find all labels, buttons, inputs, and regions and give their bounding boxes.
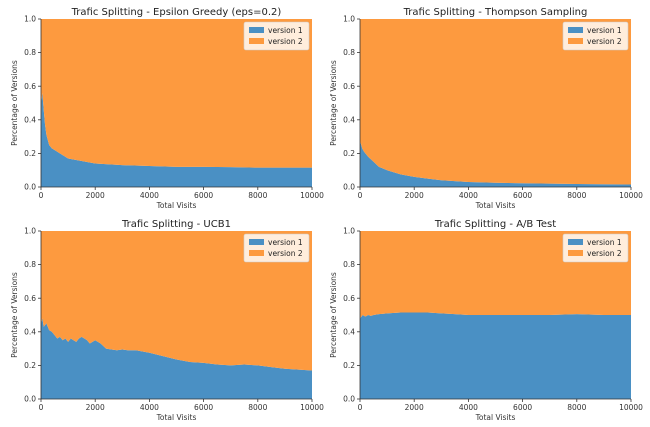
legend-label: version 1 xyxy=(268,238,303,247)
x-tick-label: 0 xyxy=(39,403,44,412)
x-axis-label: Total Visits xyxy=(156,413,197,422)
y-tick-label: 0.2 xyxy=(24,361,36,370)
x-tick-label: 8000 xyxy=(248,403,267,412)
legend-label: version 2 xyxy=(587,249,622,258)
x-tick-label: 4000 xyxy=(459,191,478,200)
x-tick-label: 10000 xyxy=(619,191,643,200)
chart-title: Trafic Splitting - Epsilon Greedy (eps=0… xyxy=(71,7,282,18)
y-tick-label: 0.0 xyxy=(24,183,36,192)
chart-title: Trafic Splitting - Thompson Sampling xyxy=(403,7,588,18)
chart-panel-3: 0 2000 4000 6000 8000 10000 0.0 0.2 0.4 0.6 0.8 1.0… xyxy=(10,219,324,422)
x-tick-label: 10000 xyxy=(300,191,324,200)
x-tick-label: 0 xyxy=(39,191,44,200)
legend-label: version 2 xyxy=(587,37,622,46)
x-axis-label: Total Visits xyxy=(156,201,197,210)
chart-panel-4: 0 2000 4000 6000 8000 10000 0.0 0.2 0.4 0.6 0.8 1.0… xyxy=(329,219,643,422)
legend-swatch xyxy=(568,250,583,256)
y-tick-label: 0.6 xyxy=(343,82,355,91)
series-area-version-2 xyxy=(360,19,631,185)
y-tick-label: 0.2 xyxy=(343,361,355,370)
y-tick-label: 0.4 xyxy=(24,327,36,336)
x-tick-label: 2000 xyxy=(405,403,424,412)
series-area-version-1 xyxy=(41,92,312,187)
x-tick-label: 4000 xyxy=(459,403,478,412)
y-tick-label: 0.4 xyxy=(343,327,355,336)
legend-label: version 1 xyxy=(587,238,622,247)
y-tick-label: 0.2 xyxy=(343,149,355,158)
y-tick-label: 0.0 xyxy=(24,395,36,404)
legend-label: version 1 xyxy=(587,26,622,35)
x-tick-label: 2000 xyxy=(86,403,105,412)
legend-swatch xyxy=(249,239,264,245)
x-tick-label: 8000 xyxy=(567,403,586,412)
y-tick-label: 0.4 xyxy=(24,115,36,124)
chart-panel-1: 0 2000 4000 6000 8000 10000 0.0 0.2 0.4 0.6 0.8 1.0… xyxy=(10,7,324,210)
legend-swatch xyxy=(568,239,583,245)
x-tick-label: 6000 xyxy=(194,191,213,200)
legend-swatch xyxy=(249,250,264,256)
x-tick-label: 0 xyxy=(358,403,363,412)
x-tick-label: 10000 xyxy=(619,403,643,412)
series-area-version-2 xyxy=(41,231,312,371)
legend-label: version 2 xyxy=(268,37,303,46)
y-tick-label: 0.8 xyxy=(24,48,36,57)
series-area-version-1 xyxy=(360,312,631,399)
chart-panel-2: 0 2000 4000 6000 8000 10000 0.0 0.2 0.4 0.6 0.8 1.0… xyxy=(329,7,643,210)
series-area-version-1 xyxy=(41,318,312,399)
y-tick-label: 1.0 xyxy=(343,227,355,236)
y-tick-label: 0.0 xyxy=(343,183,355,192)
x-tick-label: 6000 xyxy=(513,191,532,200)
legend-swatch xyxy=(249,27,264,33)
y-tick-label: 0.8 xyxy=(24,260,36,269)
chart-title: Trafic Splitting - A/B Test xyxy=(434,219,556,230)
x-tick-label: 4000 xyxy=(140,403,159,412)
y-tick-label: 0.8 xyxy=(343,48,355,57)
x-tick-label: 4000 xyxy=(140,191,159,200)
x-tick-label: 8000 xyxy=(567,191,586,200)
x-tick-label: 6000 xyxy=(194,403,213,412)
y-tick-label: 1.0 xyxy=(24,227,36,236)
series-area-version-2 xyxy=(41,19,312,168)
x-tick-label: 6000 xyxy=(513,403,532,412)
x-tick-label: 10000 xyxy=(300,403,324,412)
x-tick-label: 2000 xyxy=(405,191,424,200)
y-tick-label: 0.6 xyxy=(343,294,355,303)
y-axis-label: Percentage of Versions xyxy=(329,272,338,358)
x-tick-label: 0 xyxy=(358,191,363,200)
y-axis-label: Percentage of Versions xyxy=(329,60,338,146)
legend-label: version 2 xyxy=(268,249,303,258)
series-area-version-1 xyxy=(360,141,631,187)
y-axis-label: Percentage of Versions xyxy=(10,272,19,358)
legend-swatch xyxy=(249,38,264,44)
y-tick-label: 0.6 xyxy=(24,82,36,91)
y-axis-label: Percentage of Versions xyxy=(10,60,19,146)
legend-label: version 1 xyxy=(268,26,303,35)
y-tick-label: 0.4 xyxy=(343,115,355,124)
y-tick-label: 0.2 xyxy=(24,149,36,158)
y-tick-label: 0.0 xyxy=(343,395,355,404)
x-tick-label: 8000 xyxy=(248,191,267,200)
x-tick-label: 2000 xyxy=(86,191,105,200)
chart-title: Trafic Splitting - UCB1 xyxy=(121,219,231,230)
y-tick-label: 1.0 xyxy=(24,15,36,24)
y-tick-label: 1.0 xyxy=(343,15,355,24)
legend-swatch xyxy=(568,27,583,33)
y-tick-label: 0.8 xyxy=(343,260,355,269)
legend-swatch xyxy=(568,38,583,44)
y-tick-label: 0.6 xyxy=(24,294,36,303)
x-axis-label: Total Visits xyxy=(475,413,516,422)
x-axis-label: Total Visits xyxy=(475,201,516,210)
